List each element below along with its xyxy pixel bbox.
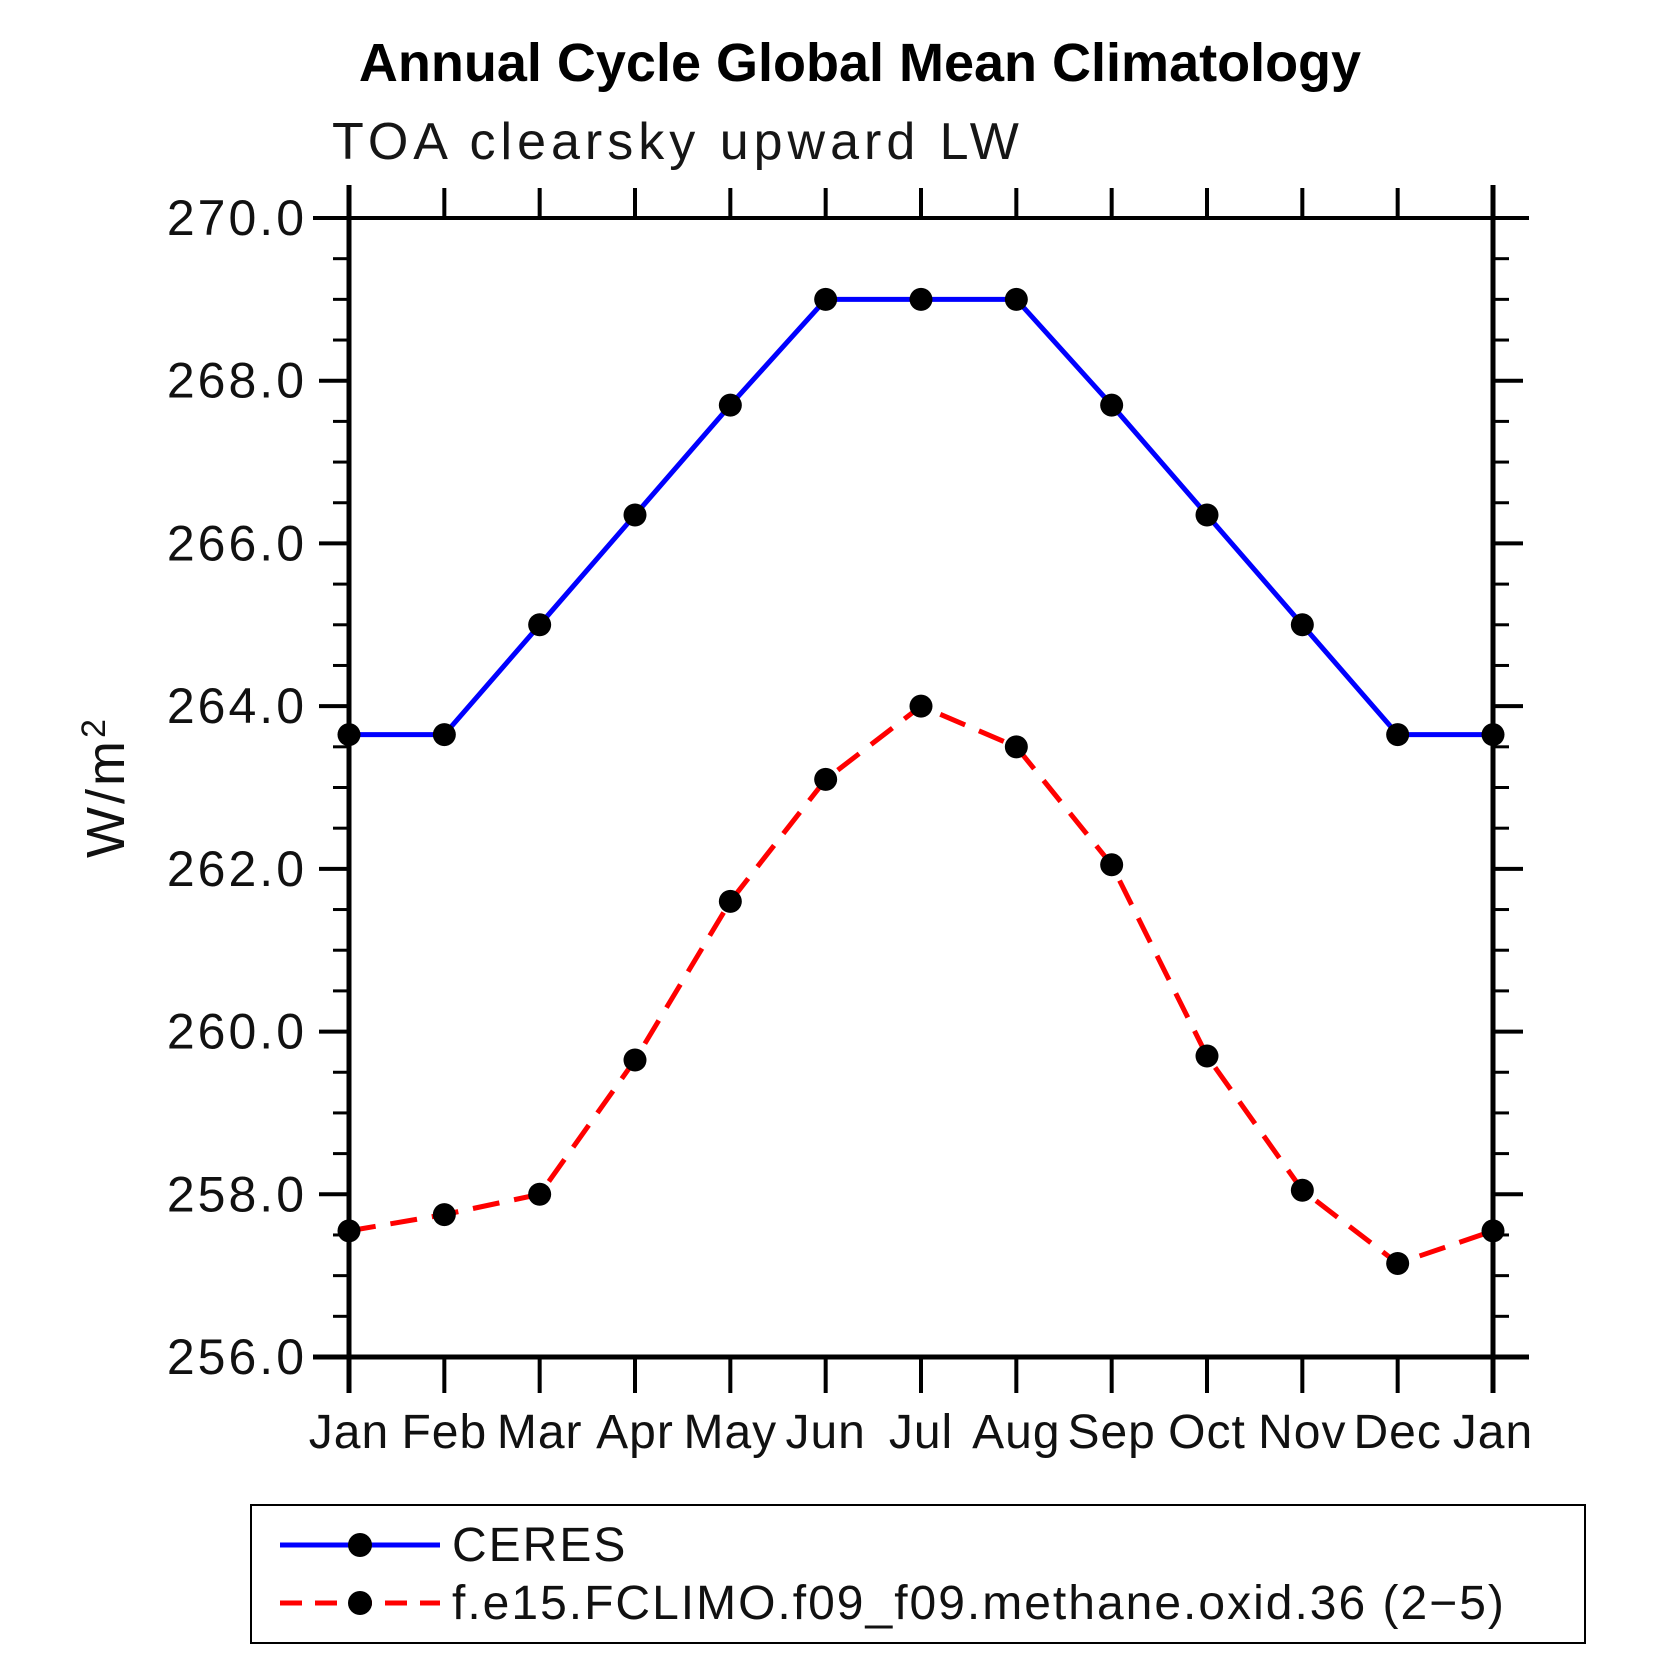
x-tick-label: May — [683, 1406, 777, 1459]
legend-ceres-marker-icon — [348, 1533, 372, 1557]
data-point-marker — [718, 393, 742, 417]
y-tick-label: 264.0 — [167, 678, 307, 734]
data-point-marker — [432, 723, 456, 747]
legend-label-ceres: CERES — [452, 1518, 628, 1572]
y-tick-label: 262.0 — [167, 841, 307, 897]
x-tick-label: Jul — [889, 1406, 953, 1459]
data-point-marker — [909, 287, 933, 311]
data-point-marker — [909, 694, 933, 718]
x-tick-label: Dec — [1353, 1406, 1441, 1459]
x-tick-label: Jan — [1453, 1406, 1533, 1459]
data-point-marker — [1004, 735, 1028, 759]
data-point-marker — [1195, 503, 1219, 527]
data-point-marker — [1100, 853, 1124, 877]
legend-label-model: f.e15.FCLIMO.f09_f09.methane.oxid.36 (2−… — [452, 1576, 1506, 1630]
legend-model-line-sample — [280, 1591, 440, 1615]
y-tick-label: 258.0 — [167, 1166, 307, 1222]
x-tick-label: Jan — [309, 1406, 389, 1459]
legend-model-marker-icon — [348, 1591, 372, 1615]
x-tick-label: Oct — [1168, 1406, 1246, 1459]
y-tick-label: 256.0 — [167, 1329, 307, 1385]
data-point-marker — [718, 889, 742, 913]
data-point-marker — [337, 723, 361, 747]
legend-ceres-line-sample — [280, 1533, 440, 1557]
data-point-marker — [1386, 1251, 1410, 1275]
data-point-marker — [528, 613, 552, 637]
data-point-marker — [1481, 723, 1505, 747]
data-point-marker — [623, 503, 647, 527]
legend-entry-ceres: CERES — [276, 1516, 1584, 1574]
data-point-marker — [1195, 1044, 1219, 1068]
legend-box: CERES f.e15.FCLIMO.f09_f09.methane.oxid.… — [250, 1504, 1586, 1644]
data-point-marker — [432, 1203, 456, 1227]
data-point-marker — [1290, 613, 1314, 637]
data-point-marker — [814, 767, 838, 791]
x-tick-label: Sep — [1067, 1406, 1155, 1459]
data-point-marker — [1290, 1178, 1314, 1202]
x-tick-label: Aug — [972, 1406, 1060, 1459]
y-tick-label: 266.0 — [167, 515, 307, 571]
data-point-marker — [623, 1048, 647, 1072]
legend-entry-model: f.e15.FCLIMO.f09_f09.methane.oxid.36 (2−… — [276, 1574, 1584, 1632]
data-point-marker — [1481, 1219, 1505, 1243]
x-tick-label: Nov — [1258, 1406, 1346, 1459]
data-point-marker — [1386, 723, 1410, 747]
data-point-marker — [337, 1219, 361, 1243]
model-line — [348, 703, 1494, 1266]
ceres-line — [349, 296, 1493, 738]
x-tick-label: Mar — [497, 1406, 583, 1459]
data-point-marker — [1004, 287, 1028, 311]
data-point-marker — [1100, 393, 1124, 417]
chart-subtitle: TOA clearsky upward LW — [332, 113, 1024, 171]
data-point-marker — [528, 1182, 552, 1206]
x-tick-label: Apr — [596, 1406, 674, 1459]
data-point-marker — [814, 287, 838, 311]
y-tick-label: 268.0 — [167, 353, 307, 409]
y-tick-label: 260.0 — [167, 1004, 307, 1060]
x-tick-label: Jun — [785, 1406, 865, 1459]
y-tick-label: 270.0 — [167, 190, 307, 246]
x-tick-label: Feb — [401, 1406, 487, 1459]
chart-title: Annual Cycle Global Mean Climatology — [358, 33, 1362, 93]
